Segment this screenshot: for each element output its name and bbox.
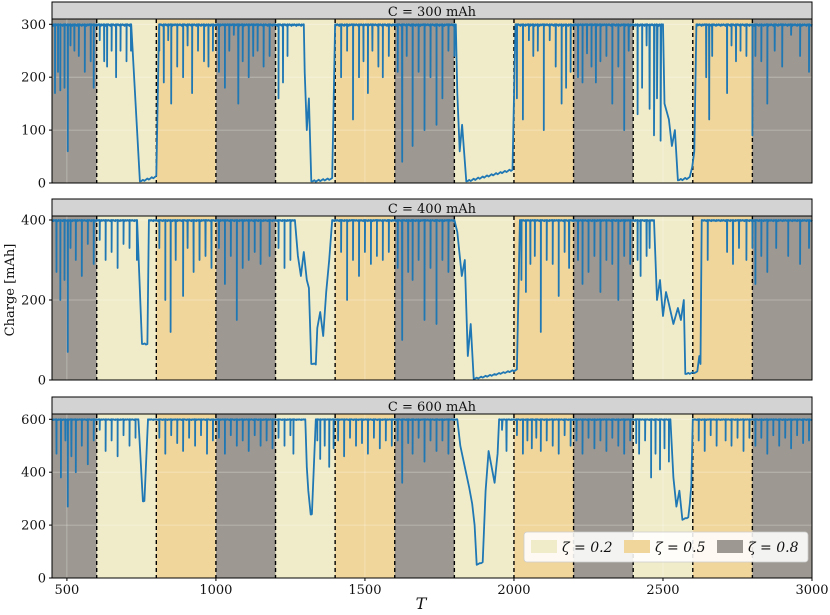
segment-zeta-0-5 (513, 216, 574, 380)
legend: ζ = 0.2 ζ = 0.5 ζ = 0.8 (523, 531, 809, 563)
charge-series-line (51, 23, 813, 183)
panel-1: C = 300 mAh 0 100 200 300 (21, 1, 813, 192)
panel-2: C = 400 mAh 0 200 400 (21, 198, 813, 389)
segment-zeta-0-8 (752, 216, 812, 380)
y-tick-label: 0 (38, 572, 46, 587)
segment-zeta-0-2 (96, 216, 157, 380)
x-tick-label: 1500 (348, 583, 381, 598)
legend-label-0-2: ζ = 0.2 (562, 540, 613, 556)
y-tick-label: 0 (38, 374, 46, 389)
y-tick-label: 100 (21, 124, 46, 139)
segment-zeta-0-2 (633, 216, 693, 380)
segment-zeta-0-2 (454, 216, 514, 380)
segment-zeta-0-5 (156, 19, 216, 183)
x-tick-label: 3000 (795, 583, 828, 598)
x-axis-label: T (416, 594, 428, 613)
x-tick-label: 2000 (497, 583, 530, 598)
charge-series-line (51, 219, 813, 380)
legend-swatch-0-5 (624, 540, 650, 553)
charge-series-line (51, 418, 813, 566)
x-axis-ticks: 500 1000 1500 2000 2500 3000 (54, 578, 829, 598)
legend-swatch-0-2 (531, 540, 557, 553)
segment-zeta-0-2 (454, 19, 514, 183)
y-tick-label: 300 (21, 18, 46, 33)
x-tick-label: 2500 (646, 583, 679, 598)
x-tick-label: 500 (54, 583, 79, 598)
y-tick-label: 200 (21, 294, 46, 309)
panel-frame (51, 413, 813, 579)
y-tick-label: 200 (21, 519, 46, 534)
segment-zeta-0-5 (692, 19, 753, 183)
segment-zeta-0-8 (52, 216, 97, 380)
panel-title: C = 400 mAh (388, 202, 477, 217)
segment-zeta-0-5 (335, 19, 395, 183)
legend-swatch-0-8 (717, 540, 743, 553)
y-tick-label: 0 (38, 177, 46, 192)
y-tick-label: 400 (21, 214, 46, 229)
x-tick-label: 1000 (199, 583, 232, 598)
panel-frame (51, 215, 813, 381)
y-tick-label: 600 (21, 413, 46, 428)
segment-zeta-0-2 (454, 414, 514, 578)
y-tick-label: 400 (21, 466, 46, 481)
y-axis-label: Charge [mAh] (3, 244, 18, 337)
segment-zeta-0-8 (215, 414, 276, 578)
legend-label-0-8: ζ = 0.8 (748, 540, 799, 556)
segment-zeta-0-5 (692, 216, 753, 380)
segment-zeta-0-5 (156, 414, 216, 578)
panel-title: C = 300 mAh (388, 5, 477, 20)
y-tick-label: 200 (21, 71, 46, 86)
legend-label-0-5: ζ = 0.5 (655, 540, 706, 556)
legend-box (523, 531, 809, 563)
segment-zeta-0-8 (52, 414, 97, 578)
panel-frame (51, 18, 813, 184)
panel-title: C = 600 mAh (388, 400, 477, 415)
